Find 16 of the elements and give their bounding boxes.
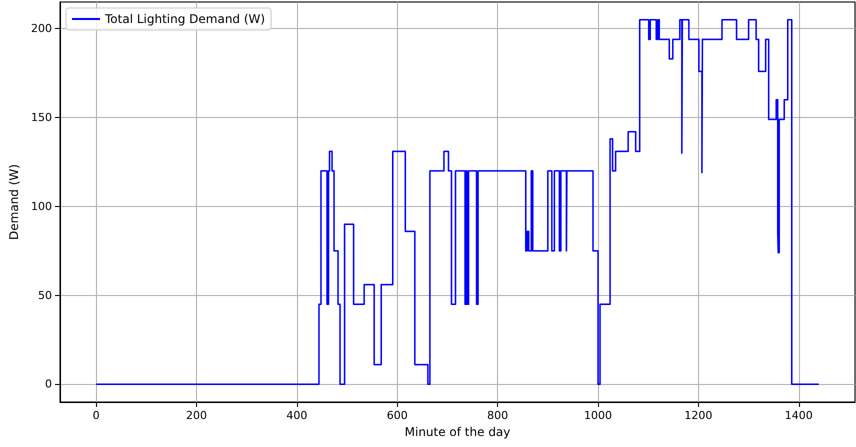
x-tick-label: 200 <box>186 409 208 422</box>
x-tick-label: 400 <box>286 409 308 422</box>
legend-label: Total Lighting Demand (W) <box>104 12 266 26</box>
x-tick-label: 1200 <box>684 409 712 422</box>
x-tick-label: 600 <box>386 409 408 422</box>
y-tick-label: 0 <box>45 378 52 391</box>
x-axis-title: Minute of the day <box>404 424 510 439</box>
y-tick-label: 50 <box>38 288 52 302</box>
x-tick-label: 1000 <box>584 409 612 422</box>
y-tick-label: 100 <box>31 200 52 213</box>
y-tick-label: 150 <box>31 111 52 124</box>
y-axis-title: Demand (W) <box>7 164 21 240</box>
y-tick-label: 200 <box>31 22 52 36</box>
x-tick-label: 800 <box>487 409 508 422</box>
x-tick-label: 1400 <box>784 409 813 422</box>
x-tick-label: 0 <box>92 409 100 422</box>
